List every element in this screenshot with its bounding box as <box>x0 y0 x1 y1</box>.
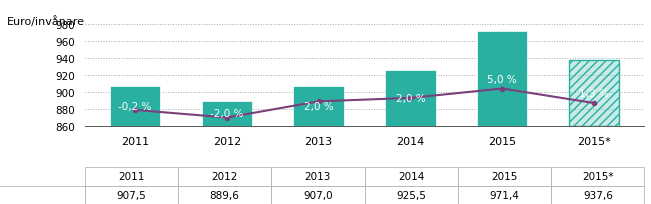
Text: -2,0 %: -2,0 % <box>210 109 243 119</box>
Bar <box>202 101 252 126</box>
Bar <box>110 86 160 126</box>
Text: 5,0 %: 5,0 % <box>488 74 517 84</box>
Text: Euro/invånare: Euro/invånare <box>7 16 85 27</box>
Bar <box>294 86 344 126</box>
Text: 2,0 %: 2,0 % <box>304 102 333 111</box>
Bar <box>477 32 527 126</box>
Bar <box>569 61 619 126</box>
Text: 1,3 %: 1,3 % <box>579 89 609 99</box>
Bar <box>569 61 619 126</box>
Text: 2,0 %: 2,0 % <box>396 94 425 104</box>
Text: -0,2 %: -0,2 % <box>118 101 152 111</box>
Bar <box>385 71 436 126</box>
